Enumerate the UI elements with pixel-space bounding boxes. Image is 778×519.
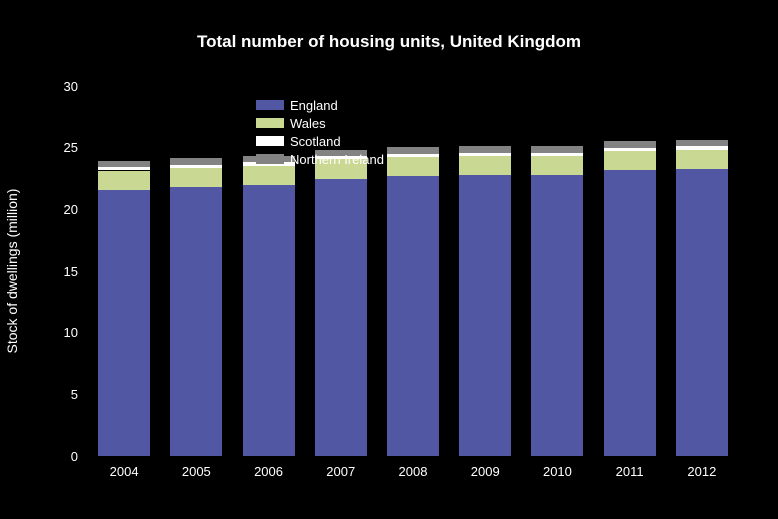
bar-segment: [243, 185, 295, 456]
bar-segment: [243, 166, 295, 185]
y-tick-label: 15: [64, 264, 78, 279]
bar-group: [315, 150, 367, 456]
x-tick-label: 2008: [377, 464, 449, 479]
legend: England Wales Scotland Northern Ireland: [256, 96, 384, 168]
y-tick-label: 30: [64, 79, 78, 94]
x-tick-label: 2011: [594, 464, 666, 479]
stacked-bar-chart: Total number of housing units, United Ki…: [0, 0, 778, 519]
bar-segment: [531, 175, 583, 456]
x-tick-label: 2007: [305, 464, 377, 479]
bar-group: [170, 158, 222, 456]
legend-label: Wales: [290, 116, 326, 131]
bar-segment: [98, 167, 150, 170]
legend-item: Northern Ireland: [256, 150, 384, 168]
bar-segment: [170, 168, 222, 187]
bar-segment: [604, 141, 656, 148]
bar-segment: [459, 153, 511, 156]
bar-segment: [170, 165, 222, 168]
y-tick-label: 0: [71, 449, 78, 464]
y-tick-label: 20: [64, 202, 78, 217]
bar-segment: [676, 150, 728, 169]
bar-segment: [98, 190, 150, 456]
bar-segment: [170, 158, 222, 165]
bar-segment: [459, 146, 511, 153]
x-tick-label: 2005: [160, 464, 232, 479]
bar-group: [604, 141, 656, 456]
legend-swatch: [256, 100, 284, 110]
y-tick-label: 25: [64, 140, 78, 155]
bar-segment: [604, 170, 656, 456]
legend-swatch: [256, 154, 284, 164]
bar-segment: [676, 146, 728, 149]
bar-segment: [315, 179, 367, 457]
y-tick-label: 10: [64, 325, 78, 340]
x-tick-label: 2006: [232, 464, 304, 479]
bar-segment: [531, 156, 583, 175]
bar-group: [459, 146, 511, 456]
legend-item: England: [256, 96, 384, 114]
bar-group: [387, 147, 439, 456]
legend-swatch: [256, 118, 284, 128]
x-tick-label: 2010: [521, 464, 593, 479]
legend-swatch: [256, 136, 284, 146]
bar-group: [243, 156, 295, 456]
bar-group: [676, 140, 728, 456]
bar-segment: [170, 187, 222, 456]
legend-item: Wales: [256, 114, 384, 132]
bar-segment: [531, 146, 583, 153]
y-tick-label: 5: [71, 387, 78, 402]
bar-segment: [531, 153, 583, 156]
bar-segment: [387, 157, 439, 176]
bar-segment: [459, 156, 511, 175]
bar-group: [98, 161, 150, 456]
bar-group: [531, 146, 583, 456]
bar-segment: [676, 169, 728, 456]
chart-title: Total number of housing units, United Ki…: [0, 32, 778, 52]
bar-segment: [387, 147, 439, 154]
bar-segment: [459, 175, 511, 456]
legend-label: Scotland: [290, 134, 341, 149]
bar-segment: [98, 161, 150, 168]
bar-segment: [387, 154, 439, 157]
legend-label: Northern Ireland: [290, 152, 384, 167]
bar-segment: [604, 148, 656, 151]
bar-segment: [676, 140, 728, 147]
y-axis-label: Stock of dwellings (million): [4, 189, 20, 354]
bar-segment: [604, 151, 656, 170]
x-tick-label: 2012: [666, 464, 738, 479]
legend-label: England: [290, 98, 338, 113]
legend-item: Scotland: [256, 132, 384, 150]
bar-segment: [387, 176, 439, 456]
bar-segment: [98, 171, 150, 190]
x-tick-label: 2004: [88, 464, 160, 479]
x-tick-label: 2009: [449, 464, 521, 479]
plot-area: [88, 86, 738, 456]
